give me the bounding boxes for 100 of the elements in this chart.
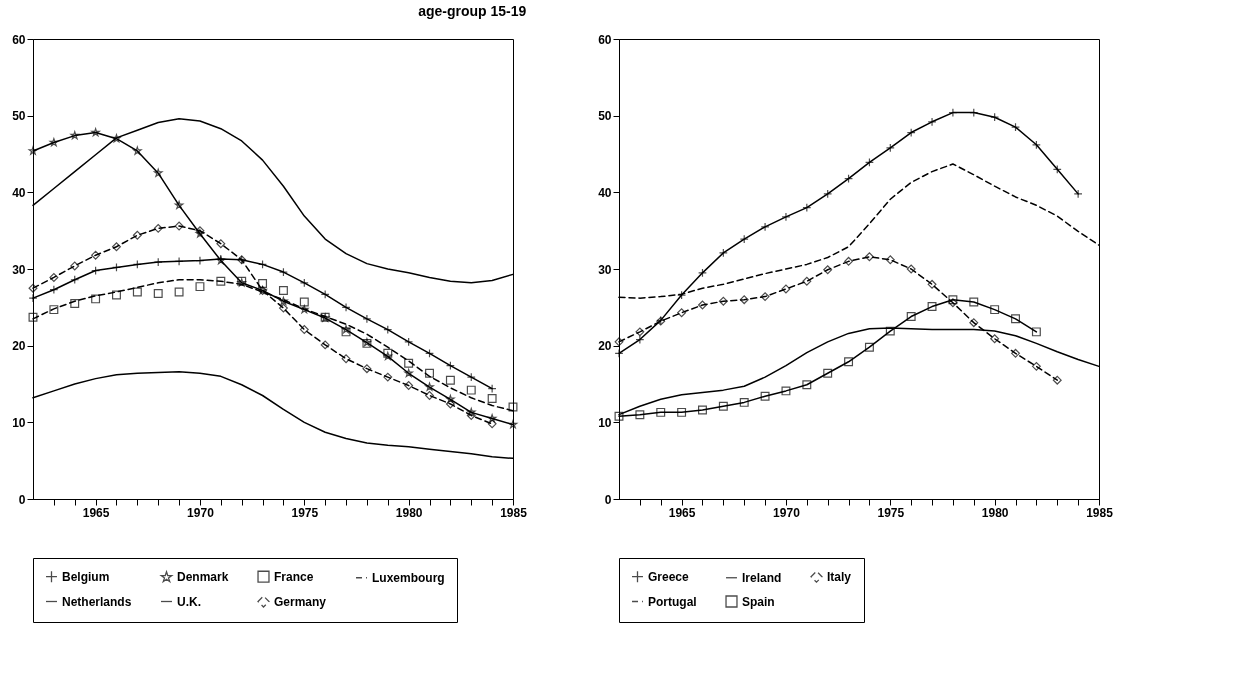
legend-label: Greece [648, 569, 690, 584]
legend-label: Italy [827, 569, 852, 584]
point [425, 382, 434, 391]
point [781, 284, 791, 294]
point [635, 327, 645, 337]
point [1031, 361, 1041, 371]
point [1011, 314, 1020, 324]
point [195, 282, 205, 292]
point [466, 385, 476, 395]
point [91, 294, 101, 304]
point [823, 368, 833, 378]
point [112, 242, 121, 252]
point [49, 305, 59, 315]
point [216, 239, 226, 249]
point [990, 334, 1000, 344]
point [698, 300, 707, 310]
point [718, 296, 728, 306]
point [216, 276, 226, 286]
point [49, 138, 59, 147]
point [133, 146, 142, 155]
point [91, 128, 100, 137]
point [739, 397, 749, 407]
point [49, 272, 59, 282]
point [508, 420, 518, 429]
legend-label: Denmark [177, 570, 229, 585]
point [132, 230, 142, 240]
point [614, 411, 624, 421]
y-tick-label: 30 [598, 262, 612, 277]
point [174, 200, 184, 210]
point [487, 419, 497, 429]
point [70, 299, 80, 308]
point [927, 279, 937, 289]
legend-label: Belgium [62, 569, 110, 584]
point [70, 261, 80, 271]
y-tick-label: 20 [12, 339, 26, 354]
point [299, 325, 309, 335]
y-tick-label: 50 [12, 109, 26, 124]
point [864, 342, 874, 352]
point [28, 283, 38, 293]
point [299, 297, 309, 307]
point [885, 326, 895, 336]
point [112, 134, 121, 143]
point [28, 312, 38, 322]
point [739, 295, 749, 305]
point [677, 407, 687, 417]
legend-label: Netherlands [62, 594, 132, 609]
point [278, 285, 288, 295]
point [927, 302, 937, 312]
y-tick-label: 30 [12, 262, 26, 277]
point [153, 168, 163, 177]
legend-label: Ireland [742, 570, 782, 585]
point [844, 256, 854, 266]
point [487, 394, 497, 404]
point [698, 405, 707, 415]
point [760, 391, 770, 401]
point [28, 146, 38, 155]
point [990, 305, 1000, 315]
point [425, 368, 434, 378]
x-tick-label: 1985 [500, 505, 528, 520]
y-tick-label: 10 [12, 415, 26, 430]
point [656, 407, 666, 417]
legend-label: Germany [274, 594, 327, 609]
point [174, 287, 184, 297]
y-tick-label: 20 [598, 339, 612, 354]
x-tick-label: 1980 [981, 505, 1009, 520]
point [174, 221, 184, 231]
point [677, 308, 687, 318]
point [91, 250, 101, 260]
point [864, 252, 874, 262]
point [718, 401, 728, 411]
point [445, 399, 455, 409]
x-tick-label: 1965 [668, 505, 696, 520]
point [341, 354, 351, 364]
y-tick-label: 0 [604, 492, 612, 507]
point [425, 391, 434, 400]
x-tick-label: 1980 [395, 505, 423, 520]
point [278, 303, 288, 313]
point [383, 372, 393, 382]
point [760, 292, 770, 302]
y-tick-label: 60 [12, 32, 26, 47]
point [906, 312, 916, 322]
y-tick-label: 50 [598, 109, 612, 124]
point [969, 297, 979, 307]
point [404, 358, 414, 368]
point [404, 368, 413, 377]
point [153, 289, 163, 299]
legend-label: Luxembourg [372, 570, 445, 585]
point [823, 265, 833, 275]
point [320, 340, 330, 350]
x-tick-label: 1965 [82, 505, 110, 520]
point [844, 357, 854, 367]
point [1011, 348, 1020, 358]
y-tick-label: 0 [18, 492, 26, 507]
point [885, 255, 895, 265]
point [614, 337, 624, 347]
point [446, 394, 455, 404]
point [1052, 375, 1062, 385]
point [487, 414, 497, 423]
legend-label: France [274, 569, 314, 584]
y-tick-label: 60 [598, 32, 612, 47]
